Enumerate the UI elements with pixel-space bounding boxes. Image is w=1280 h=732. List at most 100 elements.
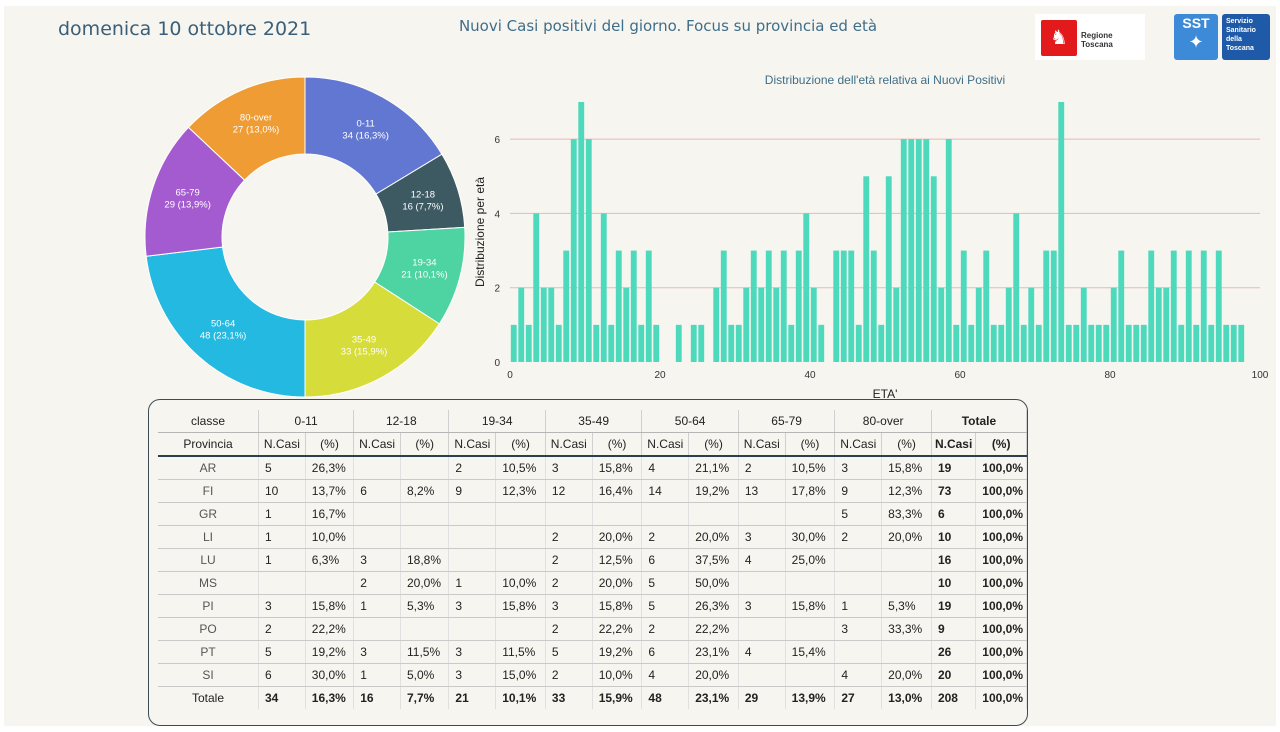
pct-cell — [495, 548, 546, 572]
age-bar — [1178, 324, 1185, 362]
ncasi-cell: 27 — [834, 686, 883, 709]
age-bar — [780, 250, 787, 362]
age-bar — [1125, 324, 1132, 362]
pct-cell: 15,8% — [495, 594, 546, 618]
age-bar — [833, 250, 840, 362]
ncasi-cell: 3 — [448, 663, 497, 687]
total-pct-cell: 100,0% — [975, 686, 1027, 709]
ncasi-cell: 13 — [738, 479, 786, 503]
pct-cell — [785, 571, 836, 595]
donut-value-50-64: 48 (23,1%) — [200, 330, 246, 341]
age-bar — [750, 250, 757, 362]
age-bar — [885, 176, 892, 362]
ncasi-cell: 2 — [545, 617, 593, 641]
class-header-cell: 35-49 — [545, 410, 643, 433]
donut-slice-50-64 — [145, 246, 306, 398]
province-age-table-container: classe 0-11 12-18 19-34 35-49 50-64 65-79 80-ov… — [148, 399, 1028, 726]
pegasus-icon: ♞ — [1041, 20, 1077, 56]
ncasi-cell: 4 — [738, 548, 786, 572]
age-bar — [960, 250, 967, 362]
province-cell: SI — [158, 663, 259, 687]
pct-cell: 15,8% — [881, 456, 932, 480]
page-title: Nuovi Casi positivi del giorno. Focus su… — [458, 17, 878, 35]
ncasi-cell: 9 — [448, 479, 497, 503]
age-bar — [1088, 324, 1095, 362]
pct-cell: 10,0% — [495, 571, 546, 595]
pct-cell: 5,3% — [881, 594, 932, 618]
table-row: Totale 34 16,3% 16 7,7% 21 10,1% 33 15,9% 48 23,1%… — [158, 686, 1027, 709]
donut-label-19-34: 19-34 — [412, 257, 436, 268]
age-bar — [1238, 324, 1245, 362]
age-bar — [983, 250, 990, 362]
pct-cell: 37,5% — [688, 548, 739, 572]
pct-cell — [785, 663, 836, 687]
ncasi-cell: 14 — [641, 479, 690, 503]
pct-cell — [305, 571, 355, 595]
ncasi-cell: 5 — [641, 571, 690, 595]
age-bar — [788, 324, 795, 362]
table-row: PI 3 15,8% 1 5,3% 3 15,8% 3 15,8% 5 26,3% 3 15,8% 1 5,… — [158, 594, 1027, 618]
donut-slice-35-49 — [304, 281, 441, 398]
donut-value-65-79: 29 (13,9%) — [164, 199, 210, 210]
total-ncasi-cell: 9 — [931, 617, 977, 641]
pct-cell — [400, 525, 450, 549]
pct-cell: 19,2% — [592, 640, 643, 664]
age-bar — [1035, 324, 1042, 362]
regione-toscana-logo: ♞ Regione Toscana — [1035, 14, 1145, 60]
ncasi-cell: 6 — [258, 663, 306, 687]
province-cell: PI — [158, 594, 259, 618]
age-bar — [840, 250, 847, 362]
total-pct-cell: 100,0% — [975, 502, 1027, 526]
province-cell: LU — [158, 548, 259, 572]
ncasi-header: N.Casi — [448, 432, 497, 457]
y-tick-label: 4 — [494, 209, 500, 220]
age-bar — [533, 213, 540, 362]
age-bar — [563, 250, 570, 362]
age-bar — [630, 250, 637, 362]
age-bar — [773, 287, 780, 362]
ncasi-cell: 16 — [353, 686, 401, 709]
ncasi-cell — [738, 663, 786, 687]
age-bar — [975, 287, 982, 362]
age-bar — [863, 176, 870, 362]
pct-cell: 15,8% — [592, 594, 643, 618]
age-bar — [645, 250, 652, 362]
pct-cell: 20,0% — [688, 663, 739, 687]
age-bar — [953, 324, 960, 362]
table-row: PO 2 22,2% 2 22,2% 2 22,2% 3 33,3% 9 100,0% — [158, 617, 1027, 641]
age-bar — [623, 287, 630, 362]
pct-cell: 10,0% — [305, 525, 355, 549]
age-bar — [893, 287, 900, 362]
province-cell: Totale — [158, 686, 259, 709]
age-bar — [1163, 287, 1170, 362]
class-header-cell: 0-11 — [258, 410, 355, 433]
pct-cell: 16,4% — [592, 479, 643, 503]
pct-cell — [881, 548, 932, 572]
pct-cell: 11,5% — [495, 640, 546, 664]
table-row: FI 10 13,7% 6 8,2% 9 12,3% 12 16,4% 14 19,2% 13 17,8… — [158, 479, 1027, 503]
donut-label-80-over: 80-over — [240, 113, 272, 124]
ncasi-cell: 2 — [258, 617, 306, 641]
ncasi-cell — [353, 456, 401, 480]
winged-figure-icon: ✦ — [1188, 32, 1204, 53]
ncasi-cell: 6 — [641, 640, 690, 664]
ncasi-cell: 1 — [258, 525, 306, 549]
ncasi-cell: 3 — [448, 594, 497, 618]
pct-cell: 5,0% — [400, 663, 450, 687]
pct-header: (%) — [688, 432, 739, 457]
pct-cell: 50,0% — [688, 571, 739, 595]
y-axis-label: Distribuzione per età — [473, 177, 487, 287]
table-header-classes: classe 0-11 12-18 19-34 35-49 50-64 65-79 80-ov… — [158, 410, 1028, 433]
age-bar — [653, 324, 660, 362]
ncasi-cell: 3 — [834, 456, 883, 480]
table-row: MS 2 20,0% 1 10,0% 2 20,0% 5 50,0% 10 100,0% — [158, 571, 1027, 595]
age-bar — [1058, 102, 1065, 362]
age-bar — [803, 213, 810, 362]
age-bar — [1140, 324, 1147, 362]
pct-cell — [400, 502, 450, 526]
age-bar — [900, 139, 907, 362]
donut-value-19-34: 21 (10,1%) — [401, 269, 447, 280]
ncasi-cell — [448, 502, 497, 526]
age-bar — [1185, 250, 1192, 362]
ncasi-cell: 5 — [545, 640, 593, 664]
